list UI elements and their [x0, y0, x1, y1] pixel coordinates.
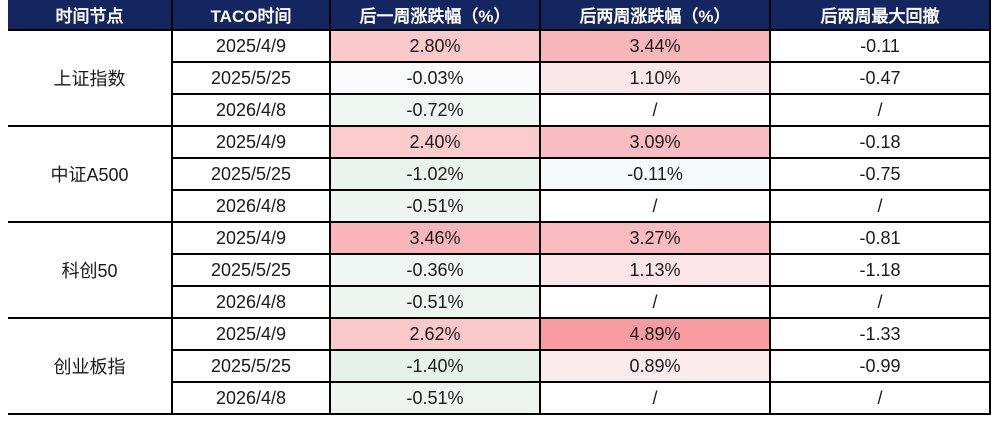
week2-change-cell: /	[539, 93, 771, 127]
index-name-cell: 科创50	[8, 221, 173, 319]
table-row: 2025/5/25 -1.02% -0.11% -0.75	[8, 157, 991, 191]
table-row: 上证指数 2025/4/9 2.80% 3.44% -0.11	[8, 29, 991, 127]
taco-date-cell: 2026/4/8	[171, 381, 331, 415]
week1-change-cell: 2.80%	[329, 29, 541, 63]
table-row: 科创50 2025/4/9 3.46% 3.27% -0.81	[8, 221, 991, 319]
index-name-cell: 上证指数	[8, 29, 173, 127]
week1-change-cell: -0.51%	[329, 381, 541, 415]
taco-date-cell: 2025/5/25	[171, 61, 331, 95]
max-drawdown-cell: -0.99	[769, 349, 991, 383]
column-header-taco-time: TACO时间	[171, 0, 331, 31]
taco-date-cell: 2025/4/9	[171, 317, 331, 351]
max-drawdown-cell: /	[769, 93, 991, 127]
week2-change-cell: /	[539, 189, 771, 223]
index-name-cell: 中证A500	[8, 125, 173, 223]
max-drawdown-cell: -0.81	[769, 221, 991, 255]
max-drawdown-cell: -0.75	[769, 157, 991, 191]
table-row: 2026/4/8 -0.72% / /	[8, 93, 991, 127]
max-drawdown-cell: -1.18	[769, 253, 991, 287]
table-row: 2025/5/25 -0.36% 1.13% -1.18	[8, 253, 991, 287]
taco-date-cell: 2025/5/25	[171, 349, 331, 383]
table-row: 2026/4/8 -0.51% / /	[8, 189, 991, 223]
taco-date-cell: 2025/4/9	[171, 221, 331, 255]
week1-change-cell: -1.40%	[329, 349, 541, 383]
week2-change-cell: 4.89%	[539, 317, 771, 351]
max-drawdown-cell: /	[769, 381, 991, 415]
taco-date-cell: 2025/4/9	[171, 125, 331, 159]
table-row: 2026/4/8 -0.51% / /	[8, 381, 991, 415]
table-row: 中证A500 2025/4/9 2.40% 3.09% -0.18	[8, 125, 991, 223]
table-row: 2025/5/25 -1.40% 0.89% -0.99	[8, 349, 991, 383]
table-row: 创业板指 2025/4/9 2.62% 4.89% -1.33	[8, 317, 991, 415]
max-drawdown-cell: -0.18	[769, 125, 991, 159]
week1-change-cell: 2.62%	[329, 317, 541, 351]
week1-change-cell: -0.51%	[329, 189, 541, 223]
week1-change-cell: -0.36%	[329, 253, 541, 287]
taco-date-cell: 2026/4/8	[171, 285, 331, 319]
max-drawdown-cell: -0.47	[769, 61, 991, 95]
index-name-cell: 创业板指	[8, 317, 173, 415]
taco-date-cell: 2025/5/25	[171, 157, 331, 191]
taco-impact-table: 时间节点 TACO时间 后一周涨跌幅（%） 后两周涨跌幅（%） 后两周最大回撤 …	[8, 0, 991, 415]
max-drawdown-cell: -0.11	[769, 29, 991, 63]
week1-change-cell: -0.51%	[329, 285, 541, 319]
taco-date-cell: 2025/4/9	[171, 29, 331, 63]
week1-change-cell: -0.03%	[329, 61, 541, 95]
column-header-time-node: 时间节点	[8, 0, 173, 31]
week2-change-cell: 1.10%	[539, 61, 771, 95]
table-row: 2026/4/8 -0.51% / /	[8, 285, 991, 319]
week2-change-cell: 0.89%	[539, 349, 771, 383]
max-drawdown-cell: -1.33	[769, 317, 991, 351]
week2-change-cell: 1.13%	[539, 253, 771, 287]
max-drawdown-cell: /	[769, 189, 991, 223]
week2-change-cell: 3.27%	[539, 221, 771, 255]
week1-change-cell: -0.72%	[329, 93, 541, 127]
column-header-week2-change: 后两周涨跌幅（%）	[539, 0, 771, 31]
header-row: 时间节点 TACO时间 后一周涨跌幅（%） 后两周涨跌幅（%） 后两周最大回撤	[8, 0, 991, 31]
taco-date-cell: 2026/4/8	[171, 93, 331, 127]
week2-change-cell: /	[539, 285, 771, 319]
column-header-week1-change: 后一周涨跌幅（%）	[329, 0, 541, 31]
week2-change-cell: 3.09%	[539, 125, 771, 159]
taco-date-cell: 2025/5/25	[171, 253, 331, 287]
table-row: 2025/5/25 -0.03% 1.10% -0.47	[8, 61, 991, 95]
week2-change-cell: 3.44%	[539, 29, 771, 63]
taco-date-cell: 2026/4/8	[171, 189, 331, 223]
week2-change-cell: -0.11%	[539, 157, 771, 191]
week1-change-cell: 3.46%	[329, 221, 541, 255]
week1-change-cell: 2.40%	[329, 125, 541, 159]
week2-change-cell: /	[539, 381, 771, 415]
column-header-max-drawdown: 后两周最大回撤	[769, 0, 991, 31]
max-drawdown-cell: /	[769, 285, 991, 319]
week1-change-cell: -1.02%	[329, 157, 541, 191]
